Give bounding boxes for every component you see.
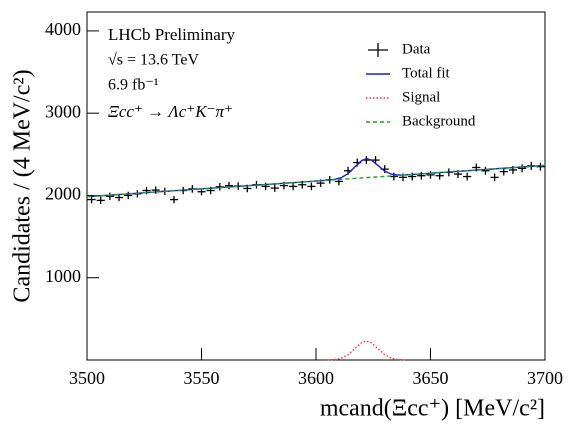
- x-tick-label: 3650: [413, 368, 449, 388]
- x-tick-label: 3550: [184, 368, 220, 388]
- y-tick-label: 4000: [45, 19, 81, 39]
- legend-label: Background: [402, 113, 476, 129]
- fit-line: [86, 157, 546, 198]
- y-tick-label: 1000: [45, 266, 81, 286]
- x-tick-label: 3500: [69, 368, 105, 388]
- fit-line: [327, 340, 406, 361]
- legend-label: Total fit: [402, 65, 451, 81]
- y-axis-label: Candidates / (4 MeV/c²): [10, 69, 36, 302]
- annotation: √s = 13.6 TeV: [108, 52, 200, 69]
- x-tick-label: 3600: [298, 368, 334, 388]
- y-tick-label: 2000: [45, 184, 81, 204]
- annotation: Ξcc⁺ → Λc⁺K⁻π⁺: [108, 102, 233, 121]
- annotation: 6.9 fb⁻¹: [108, 77, 159, 94]
- legend-label: Signal: [402, 89, 440, 105]
- y-tick-label: 3000: [45, 101, 81, 121]
- legend-label: Data: [402, 41, 431, 57]
- annotation: LHCb Preliminary: [108, 25, 236, 44]
- x-tick-label: 3700: [527, 368, 563, 388]
- x-axis-label: mcand(Ξcc⁺) [MeV/c²]: [320, 396, 545, 422]
